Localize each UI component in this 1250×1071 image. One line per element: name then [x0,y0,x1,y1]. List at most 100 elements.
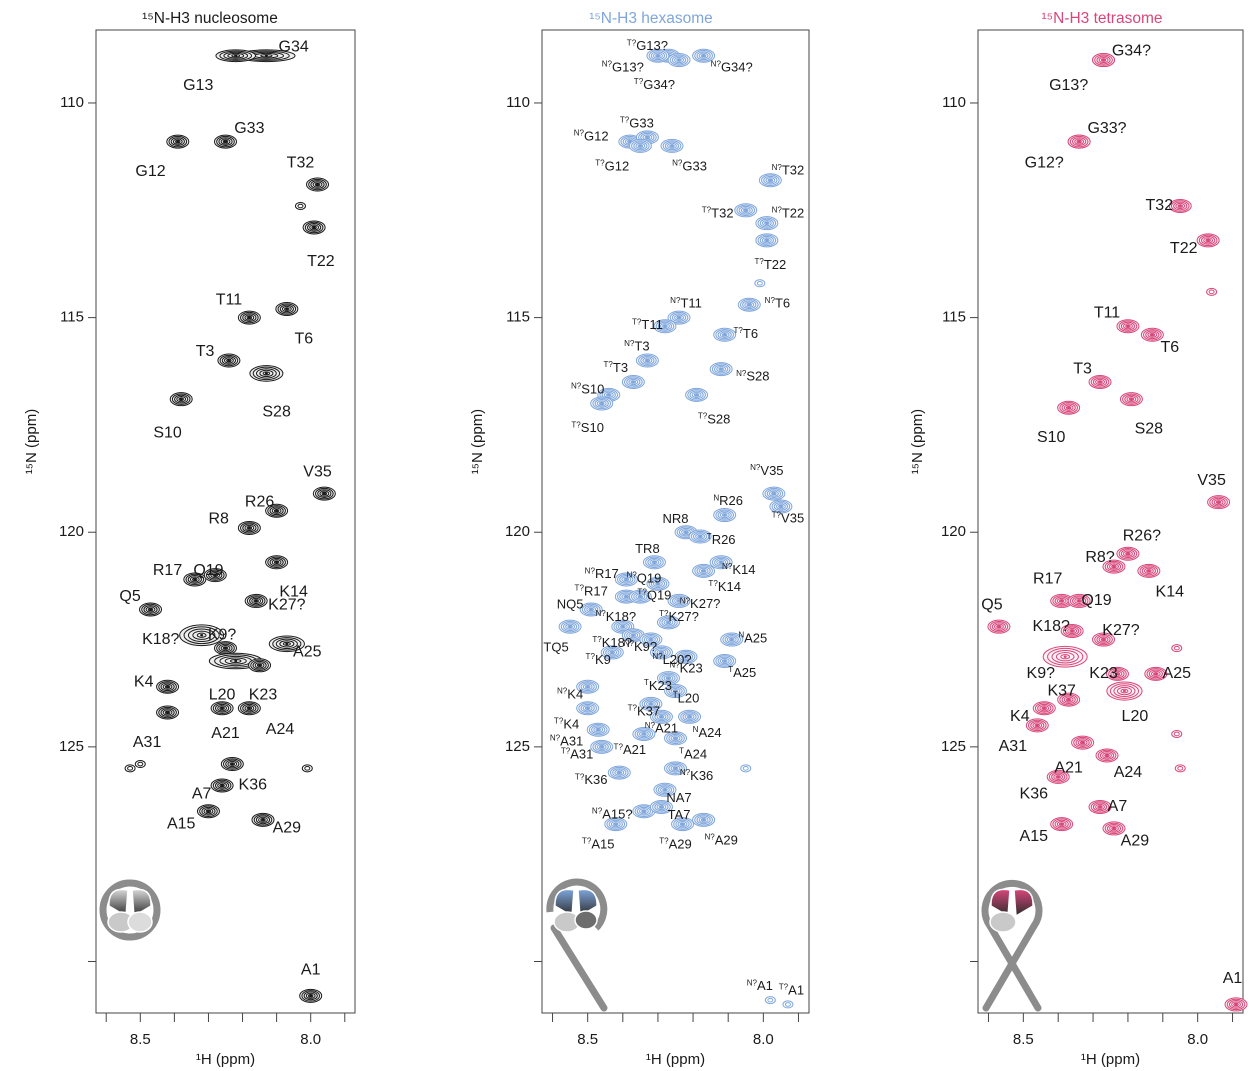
contour [1139,565,1159,577]
contour [742,300,757,310]
contour [715,329,734,341]
peak-label: T?K18? [592,635,632,650]
contour-center [275,509,279,512]
x-tick-label: 8.0 [300,1031,321,1048]
y-tick-label: 110 [942,94,966,111]
contour [578,681,597,693]
contour [650,579,666,589]
contour [638,808,649,815]
y-tick-label: 115 [60,309,84,326]
contour [656,803,667,811]
contour [1233,1002,1239,1007]
contour [1051,772,1066,782]
contour [633,592,648,602]
peak-label: N?K36 [680,768,713,783]
peak-layer [558,48,794,1009]
peak-nqa31 [586,722,610,737]
peak-nqk27q [667,593,691,608]
contour [655,581,661,586]
peak-label: T?A31 [561,747,594,762]
contour [1096,55,1111,65]
contour [636,806,651,816]
contour [697,534,703,539]
peak-k9q [214,641,237,656]
contour [676,651,696,663]
contour [168,135,188,148]
contour-center [638,595,642,598]
contour [225,759,240,769]
peak-label: G12 [135,163,165,180]
contour [1098,56,1109,64]
contour [696,51,711,61]
contour [1098,636,1109,643]
peak-label: A31 [133,734,162,751]
contour [223,758,242,770]
contour [1110,669,1125,679]
peak-k36 [1046,769,1070,784]
contour [205,569,225,581]
contour [646,636,656,643]
dna-wrap [546,878,608,931]
peak-label: T?G33 [620,116,654,131]
contour [1104,753,1110,758]
contour [1094,54,1113,66]
contour [127,766,134,771]
contour-center [596,728,600,731]
contour [586,606,597,613]
contour [1228,1000,1244,1009]
histone-dimer [990,888,1011,918]
contour [698,52,709,59]
contour [1056,821,1067,828]
contour [1213,499,1224,506]
contour [1072,596,1087,606]
contour-center [1102,58,1106,62]
contour [221,356,237,365]
spectrum-panel-1: ¹⁵N-H3 nucleosome 110 115 120 125 8.5 8.0 ¹H (p… [23,10,356,1068]
contour-center [600,402,604,405]
contour [219,354,239,367]
peak-label: V35 [1197,472,1226,489]
peak-tqt11 [653,319,677,334]
contour-center [1234,1003,1238,1006]
contour [1041,706,1047,711]
peak-v35 [312,486,336,501]
x-axis-label: ¹H (ppm) [646,1051,705,1068]
contour [565,623,576,630]
contour-center [1112,827,1116,830]
contour [726,636,737,643]
dna-tail [550,924,608,1012]
contour [196,632,207,638]
contour [203,808,214,815]
contour [596,400,607,407]
peak-labels: G34? G13? G33? G12? T32 T22 T11 T6 T3 S28 S10 V35 R2… [981,43,1242,987]
peak-s10 [169,392,193,407]
contour [246,315,253,320]
contour [687,389,706,401]
contour-center [589,608,593,611]
contour-center [649,702,653,706]
peak-label: A29 [273,820,302,837]
peak-label: K23 [1089,665,1118,682]
peak-label: A15 [167,815,196,832]
peak-r26 [265,503,289,518]
peak-label: TA24 [679,747,707,762]
contour [254,662,265,669]
peak-label: S28 [1135,420,1164,437]
contour [1120,688,1129,694]
peak-label: NA7 [666,790,691,805]
contour [214,781,230,790]
peak-ta25 [713,654,737,669]
contour [680,711,699,723]
contour [158,681,177,693]
contour [724,635,739,644]
contour [764,238,770,243]
contour [676,58,682,62]
contour [654,648,669,657]
contour-center [663,788,667,791]
peak-k36 [220,757,244,772]
contour [1175,202,1186,210]
peak-label: N?A29 [704,833,737,848]
contour [134,760,146,769]
peak-label: A7 [192,785,212,802]
peak-label: N?T11 [670,296,702,311]
